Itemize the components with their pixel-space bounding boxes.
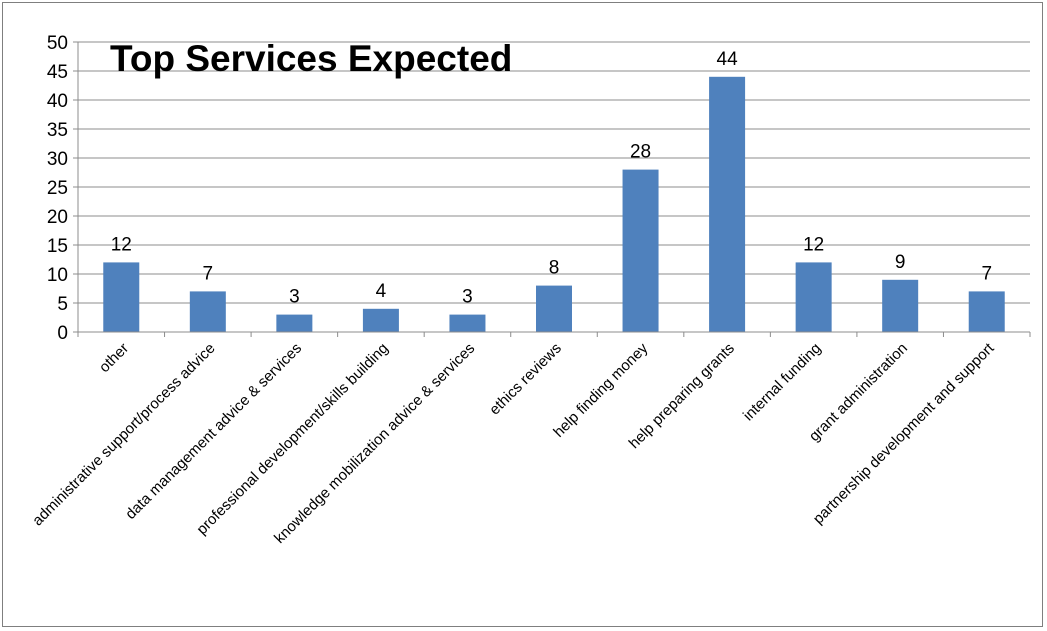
y-tick-label: 15 <box>47 236 68 257</box>
data-label: 28 <box>630 142 651 163</box>
x-tick-label: administrative support/process advice <box>29 340 218 529</box>
data-label: 9 <box>895 252 906 273</box>
bar <box>709 76 746 332</box>
data-label: 12 <box>111 234 132 255</box>
x-tick-label: partnership development and support <box>810 339 998 527</box>
bar <box>968 291 1005 332</box>
data-label: 7 <box>981 263 992 284</box>
bar <box>276 314 313 332</box>
bar <box>449 314 486 332</box>
data-label: 7 <box>203 263 214 284</box>
bar <box>103 262 140 332</box>
data-label: 12 <box>803 234 824 255</box>
x-tick-label: data management advice & services <box>122 340 305 523</box>
x-tick-label: ethics reviews <box>486 340 565 419</box>
bar <box>362 308 399 332</box>
y-tick-label: 45 <box>47 62 68 83</box>
y-tick-label: 50 <box>47 33 68 54</box>
bar <box>882 279 919 332</box>
data-label: 8 <box>549 258 560 279</box>
x-tick-label: internal funding <box>740 340 825 425</box>
y-tick-label: 20 <box>47 207 68 228</box>
y-tick-label: 35 <box>47 120 68 141</box>
bars <box>103 76 1005 332</box>
data-label: 3 <box>289 287 300 308</box>
x-tick-label: help finding money <box>550 339 651 440</box>
bar <box>795 262 832 332</box>
bar <box>622 169 659 332</box>
data-labels: 12 7 3 4 3 8 28 44 12 9 7 <box>111 49 992 308</box>
gridlines <box>78 41 1030 304</box>
x-tick-label: knowledge mobilization advice & services <box>271 340 478 547</box>
data-label: 3 <box>462 287 473 308</box>
data-label: 4 <box>376 281 387 302</box>
data-label: 44 <box>717 49 739 70</box>
axes <box>73 41 1031 337</box>
x-tick-label: other <box>96 340 132 376</box>
bar <box>189 291 226 332</box>
y-tick-label: 30 <box>47 149 68 170</box>
y-tick-label: 25 <box>47 178 68 199</box>
y-tick-label: 0 <box>57 323 68 344</box>
y-tick-labels: 0 5 10 15 20 25 30 35 40 45 50 <box>47 33 68 344</box>
bar <box>536 285 572 332</box>
y-tick-label: 10 <box>47 265 68 286</box>
y-tick-label: 5 <box>57 294 68 315</box>
x-tick-label: professional development/skills building <box>193 340 391 538</box>
y-tick-label: 40 <box>47 91 68 112</box>
chart-title: Top Services Expected <box>110 38 512 79</box>
